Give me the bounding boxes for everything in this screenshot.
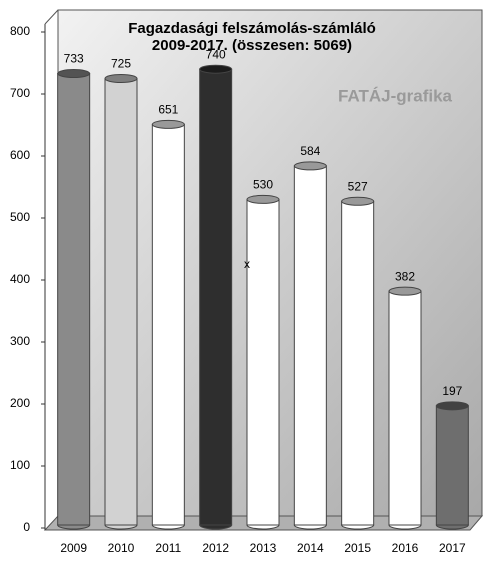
y-tick-label: 600 <box>10 148 30 162</box>
bar <box>199 68 233 526</box>
value-label: 382 <box>395 269 415 283</box>
chart-title: Fagazdasági felszámolás-számláló <box>128 20 376 37</box>
y-tick-label: 800 <box>10 24 30 38</box>
y-tick-label: 0 <box>23 520 30 534</box>
value-label: 197 <box>442 384 462 398</box>
y-tick-label: 500 <box>10 210 30 224</box>
bar-cap <box>57 69 91 79</box>
bar-cap <box>341 196 375 206</box>
x-tick-label: 2011 <box>155 541 181 555</box>
y-tick-label: 100 <box>10 458 30 472</box>
value-label: 733 <box>64 52 84 66</box>
bar-cap <box>293 161 327 171</box>
value-label: 584 <box>300 144 320 158</box>
bar-cap <box>388 286 422 296</box>
bar <box>151 123 185 526</box>
x-tick-label: 2010 <box>108 541 135 555</box>
x-tick-label: 2017 <box>439 541 466 555</box>
bar <box>57 73 91 526</box>
x-tick-label: 2014 <box>297 541 324 555</box>
x-tick-label: 2009 <box>60 541 87 555</box>
wall-edge <box>44 9 59 25</box>
value-label: 527 <box>348 179 368 193</box>
bar <box>388 290 422 526</box>
y-tick-label: 300 <box>10 334 30 348</box>
bar <box>341 200 375 526</box>
x-tick-label: 2012 <box>202 541 229 555</box>
bar <box>104 78 138 526</box>
y-tick-label: 700 <box>10 86 30 100</box>
x-tick-label: 2015 <box>344 541 371 555</box>
annotation: x <box>244 257 250 271</box>
bar <box>293 165 327 526</box>
bar <box>435 405 469 526</box>
value-label: 725 <box>111 57 131 71</box>
x-tick-label: 2013 <box>250 541 277 555</box>
bar <box>246 198 280 526</box>
bar-cap <box>435 401 469 411</box>
bar-cap <box>246 194 280 204</box>
chart-subtitle: 2009-2017. (összesen: 5069) <box>152 37 352 54</box>
watermark: FATÁJ-grafika <box>338 86 453 105</box>
x-tick-label: 2016 <box>392 541 419 555</box>
bar-cap <box>104 74 138 83</box>
bar-cap <box>151 119 185 129</box>
bar-cap <box>199 64 233 74</box>
value-label: 651 <box>158 103 178 117</box>
y-tick-label: 400 <box>10 272 30 286</box>
y-tick-label: 200 <box>10 396 30 410</box>
value-label: 740 <box>206 47 226 61</box>
value-label: 530 <box>253 178 273 192</box>
